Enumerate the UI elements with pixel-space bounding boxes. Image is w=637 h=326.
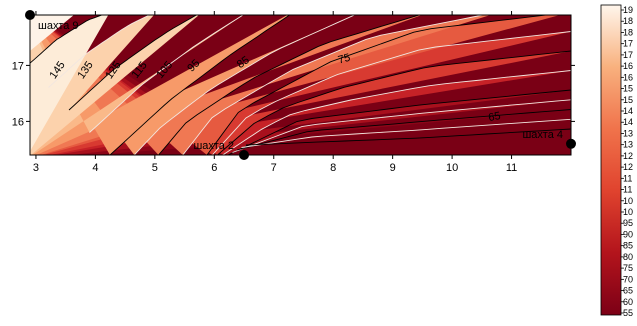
- x-tick-label: 5: [152, 162, 158, 174]
- contour-line: [206, 15, 550, 155]
- colorbar-tick-label: 16: [623, 72, 633, 82]
- contour-line: [222, 70, 571, 155]
- colorbar-tick-label: 18: [623, 27, 633, 37]
- heat-band: [30, 15, 199, 155]
- contour-line: [30, 15, 103, 64]
- contour-line: [68, 15, 198, 111]
- plot-area: [29, 14, 572, 156]
- colorbar-gradient: [600, 4, 622, 316]
- mine-points: шахта 9 шахта 2 шахта 4: [25, 10, 576, 160]
- colorbar-tick-label: 70: [623, 274, 633, 284]
- colorbar-tick-label: 11: [623, 173, 632, 183]
- colorbar-tick-label: 17: [623, 50, 633, 60]
- heat-band: [30, 15, 109, 152]
- x-tick-label: 10: [446, 162, 458, 174]
- colorbar-tick-label: 12: [623, 151, 633, 161]
- colorbar-tick-label: 10: [623, 207, 633, 217]
- plot-frame: [29, 14, 572, 156]
- contour-line: [241, 118, 571, 148]
- colorbar-tick-label: 19: [623, 5, 633, 15]
- contour-line: [133, 15, 356, 155]
- heat-band: [30, 15, 355, 155]
- x-tick-label: 11: [506, 162, 517, 174]
- colorbar: 1918181717161615151414131312121111101095…: [600, 4, 633, 318]
- y-tick-label: 17: [12, 60, 24, 72]
- contour-label: 75: [337, 52, 352, 67]
- colorbar-tick-label: 80: [623, 252, 633, 262]
- colorbar-tick-label: 11: [623, 185, 632, 195]
- contour-line: [48, 15, 151, 88]
- x-tick-label: 8: [330, 162, 336, 174]
- x-tick-label: 6: [211, 162, 217, 174]
- contour-line: [245, 128, 571, 146]
- colorbar-tick-label: 60: [623, 297, 633, 307]
- colorbar-tick-label: 85: [623, 241, 633, 251]
- contour-line: [89, 15, 244, 133]
- colorbar-tick-label: 10: [623, 196, 633, 206]
- colorbar-tick-label: 75: [623, 263, 633, 273]
- contour-label: 65: [487, 110, 501, 124]
- heat-band: [30, 15, 491, 155]
- x-axis: 3 4 5 6 7 8 9 10 11: [33, 11, 517, 174]
- colorbar-tick-label: 15: [623, 95, 633, 105]
- contour-line: [182, 15, 486, 155]
- heat-band: [30, 15, 422, 155]
- heat-band: [30, 15, 154, 155]
- mine-point-marker: [239, 150, 250, 160]
- mine-point-label: шахта 2: [193, 140, 234, 152]
- colorbar-tick-label: 15: [623, 84, 633, 94]
- x-tick-label: 9: [390, 162, 396, 174]
- heat-band: [30, 15, 74, 51]
- x-tick-label: 4: [92, 162, 98, 174]
- contour-line: [217, 50, 571, 155]
- contour-line: [236, 109, 571, 151]
- contour-line: [109, 15, 291, 155]
- contour-line: [227, 89, 571, 155]
- colorbar-tick-label: 13: [623, 128, 633, 138]
- contour-line: [232, 99, 571, 153]
- heat-band: [30, 15, 290, 155]
- colorbar-tick-label: 14: [623, 117, 633, 127]
- colorbar-tick-label: 12: [623, 162, 633, 172]
- colorbar-tick-label: 16: [623, 61, 633, 71]
- mine-point-label: шахта 4: [522, 129, 563, 141]
- colorbar-tick-label: 65: [623, 286, 633, 296]
- contour-line: [158, 15, 421, 155]
- colorbar-tick-label: 95: [623, 218, 633, 228]
- x-tick-label: 7: [271, 162, 277, 174]
- colorbar-tick-label: 18: [623, 16, 633, 26]
- mine-point-marker: [566, 138, 576, 149]
- colorbar-tick-label: 17: [623, 39, 633, 49]
- colorbar-tick-label: 90: [623, 229, 633, 239]
- colorbar-tick-label: 14: [623, 106, 633, 116]
- x-tick-label: 3: [33, 162, 39, 174]
- heat-band: [30, 15, 244, 155]
- mine-point-marker: [25, 10, 35, 20]
- contour-label: 85: [235, 54, 252, 71]
- colorbar-tick-label: 55: [623, 308, 633, 318]
- contour-line: [211, 31, 571, 155]
- colorbar-tick-label: 13: [623, 140, 633, 150]
- mine-point-label: шахта 9: [38, 20, 79, 32]
- y-tick-label: 16: [12, 116, 24, 128]
